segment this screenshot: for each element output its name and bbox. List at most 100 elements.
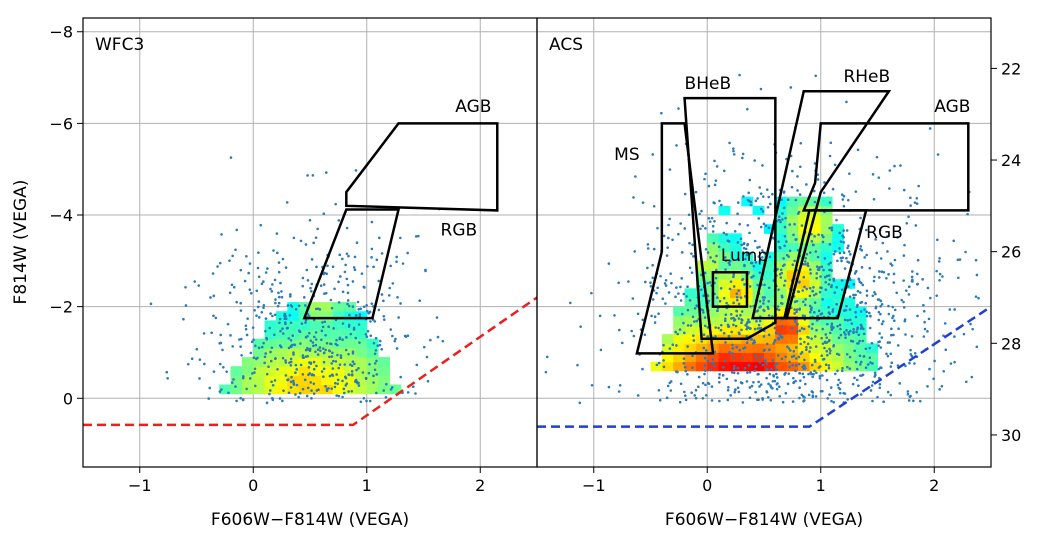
scatter-point — [782, 191, 786, 194]
scatter-point — [830, 328, 834, 332]
scatter-point — [292, 343, 296, 346]
density-cell — [707, 306, 720, 317]
density-cell — [287, 311, 300, 321]
scatter-point — [798, 165, 802, 169]
scatter-point — [324, 385, 327, 388]
scatter-point — [301, 284, 305, 288]
scatter-point — [952, 239, 956, 243]
scatter-point — [658, 398, 662, 402]
scatter-point — [306, 278, 310, 282]
scatter-point — [262, 280, 265, 283]
scatter-point — [725, 233, 728, 236]
scatter-point — [599, 348, 603, 352]
scatter-point — [762, 335, 766, 338]
scatter-point — [828, 226, 831, 230]
scatter-point — [835, 286, 839, 289]
scatter-point — [290, 375, 293, 379]
scatter-point — [839, 333, 843, 337]
scatter-point — [186, 362, 190, 366]
x-tick-label: 0 — [702, 476, 712, 495]
scatter-point — [745, 341, 749, 345]
density-cell — [673, 315, 686, 326]
scatter-point — [857, 384, 860, 387]
scatter-point — [786, 382, 790, 386]
scatter-point — [761, 164, 764, 167]
scatter-point — [865, 253, 868, 257]
scatter-point — [896, 236, 899, 239]
scatter-point — [226, 322, 230, 326]
scatter-point — [677, 107, 680, 110]
scatter-point — [372, 374, 375, 378]
region-bheb-label: BHeB — [685, 74, 732, 94]
density-cell — [673, 352, 686, 363]
scatter-point — [281, 327, 284, 330]
scatter-point — [328, 355, 331, 359]
scatter-point — [893, 319, 896, 322]
scatter-point — [780, 357, 784, 361]
scatter-point — [650, 314, 653, 318]
scatter-point — [268, 389, 272, 392]
scatter-point — [274, 357, 277, 361]
scatter-point — [316, 353, 320, 356]
scatter-point — [341, 395, 344, 399]
scatter-point — [774, 372, 778, 376]
density-cell — [355, 338, 368, 349]
density-cell — [832, 288, 844, 298]
scatter-point — [782, 206, 786, 210]
scatter-point — [309, 381, 313, 384]
scatter-point — [686, 373, 689, 376]
scatter-point — [802, 327, 806, 331]
scatter-point — [665, 254, 669, 257]
scatter-point — [859, 216, 862, 220]
density-cell — [298, 302, 311, 312]
scatter-point — [303, 378, 307, 382]
density-cell — [253, 366, 266, 376]
scatter-point — [357, 323, 361, 326]
density-cell — [695, 288, 708, 298]
scatter-point — [686, 285, 689, 289]
density-cell — [321, 320, 334, 331]
scatter-point — [804, 367, 807, 370]
scatter-point — [816, 268, 820, 271]
scatter-point — [649, 284, 653, 288]
scatter-point — [387, 294, 391, 297]
scatter-point — [971, 327, 974, 331]
scatter-point — [795, 308, 799, 311]
scatter-point — [312, 373, 316, 377]
scatter-point — [732, 273, 735, 276]
scatter-point — [630, 329, 633, 333]
density-cell — [219, 384, 232, 395]
density-cell — [752, 352, 765, 363]
scatter-point — [667, 223, 670, 227]
scatter-point — [324, 333, 327, 337]
scatter-point — [732, 356, 735, 360]
density-cell — [854, 343, 867, 353]
scatter-point — [714, 326, 718, 329]
scatter-point — [862, 327, 865, 331]
density-cell — [366, 366, 379, 376]
scatter-point — [926, 385, 929, 388]
scatter-point — [788, 223, 792, 226]
scatter-point — [777, 337, 781, 341]
scatter-point — [757, 217, 761, 220]
scatter-point — [886, 341, 890, 344]
scatter-point — [679, 285, 682, 289]
density-cell — [355, 320, 368, 331]
scatter-point — [703, 271, 707, 275]
scatter-point — [787, 347, 791, 350]
scatter-point — [253, 308, 256, 312]
density-cell — [786, 343, 799, 353]
scatter-point — [373, 320, 377, 323]
scatter-point — [774, 331, 778, 335]
scatter-point — [750, 338, 753, 341]
scatter-point — [184, 285, 187, 289]
density-cell — [344, 384, 356, 395]
scatter-point — [668, 168, 672, 171]
density-cell — [332, 302, 345, 312]
density-cell — [775, 343, 788, 353]
scatter-point — [767, 333, 771, 337]
scatter-point — [741, 152, 745, 156]
scatter-point — [736, 371, 740, 375]
